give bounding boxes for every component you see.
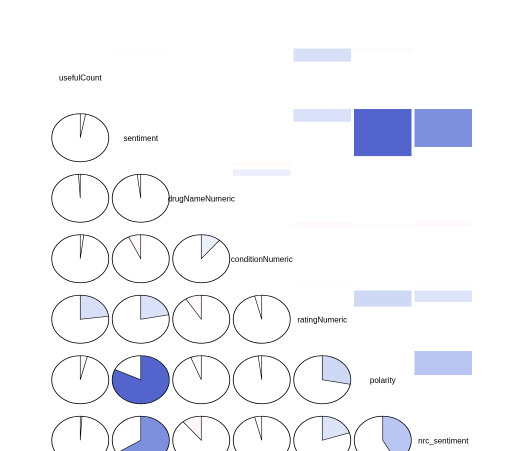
shade-drugNameNumeric-ratingNumeric (293, 221, 351, 227)
pie-wedge (382, 415, 412, 451)
shade-usefulCount-sentiment (112, 48, 170, 51)
pie-wedge (120, 415, 170, 451)
diagonal-label: ratingNumeric (297, 315, 347, 324)
shade-ratingNumeric-polarity (354, 290, 412, 307)
pie-wedge (136, 173, 142, 199)
pie-ratingNumeric-drugNameNumeric (172, 294, 231, 344)
pie-polarity-ratingNumeric (293, 355, 352, 405)
pie-conditionNumeric-sentiment (111, 234, 170, 284)
pie-polarity-usefulCount (51, 355, 110, 405)
shade-usefulCount-conditionNumeric (233, 48, 291, 50)
shade-conditionNumeric-polarity (354, 286, 412, 288)
diagonal-label: polarity (370, 376, 396, 385)
shade-sentiment-polarity (354, 109, 412, 157)
pie-wedge (321, 355, 352, 385)
diagonal-label: drugNameNumeric (168, 194, 235, 203)
pie-ratingNumeric-usefulCount (51, 294, 110, 344)
pie-wedge (79, 294, 109, 320)
pie-polarity-drugNameNumeric (172, 355, 231, 405)
diagonal-label: sentiment (123, 134, 158, 143)
pie-wedge (79, 113, 86, 138)
pie-wedge (111, 355, 170, 405)
shade-sentiment-drugNameNumeric (172, 165, 230, 167)
shade-usefulCount-polarity (354, 48, 412, 51)
pie-polarity-sentiment (111, 355, 170, 405)
shade-conditionNumeric-nrc_sentiment (414, 285, 472, 288)
pie-nrc_sentiment-sentiment (111, 415, 170, 451)
pie-nrc_sentiment-conditionNumeric (232, 415, 291, 451)
shade-ratingNumeric-nrc_sentiment (414, 290, 472, 302)
upper-panel-shades (112, 48, 472, 376)
diagonal-label: nrc_sentiment (418, 436, 469, 445)
pie-wedge (321, 415, 350, 441)
pie-nrc_sentiment-usefulCount (51, 415, 110, 451)
pie-sentiment-usefulCount (51, 113, 110, 163)
pie-wedge (128, 234, 142, 260)
shade-drugNameNumeric-nrc_sentiment (414, 220, 472, 227)
pie-drugNameNumeric-sentiment (111, 173, 170, 223)
shade-drugNameNumeric-conditionNumeric (233, 169, 291, 176)
shade-sentiment-ratingNumeric (293, 109, 351, 122)
pie-wedge (140, 294, 170, 320)
pie-wedge (200, 234, 220, 260)
pie-conditionNumeric-usefulCount (51, 234, 110, 284)
pie-wedge (78, 173, 81, 199)
pie-wedge (257, 355, 263, 380)
shade-polarity-nrc_sentiment (414, 351, 472, 376)
pie-drugNameNumeric-usefulCount (51, 173, 110, 223)
shade-sentiment-conditionNumeric (233, 162, 291, 167)
diagonal-labels: usefulCount sentiment drugNameNumeric condi… (59, 73, 469, 445)
lower-panel-pies (51, 113, 412, 451)
pie-wedge (79, 415, 83, 441)
pie-nrc_sentiment-drugNameNumeric (172, 415, 231, 451)
pie-wedge (79, 234, 85, 259)
pie-polarity-conditionNumeric (232, 355, 291, 405)
shade-drugNameNumeric-polarity (354, 223, 412, 227)
pie-wedge (254, 415, 263, 441)
pie-wedge (254, 294, 263, 320)
pie-ratingNumeric-sentiment (111, 294, 170, 344)
pie-wedge (79, 355, 88, 380)
shade-usefulCount-ratingNumeric (293, 48, 351, 62)
shade-conditionNumeric-ratingNumeric (293, 285, 351, 288)
pie-wedge (185, 294, 202, 321)
pie-conditionNumeric-drugNameNumeric (172, 234, 231, 284)
shade-sentiment-nrc_sentiment (414, 109, 472, 147)
pie-nrc_sentiment-ratingNumeric (293, 415, 352, 451)
shade-usefulCount-drugNameNumeric (172, 104, 230, 106)
shade-usefulCount-nrc_sentiment (414, 48, 472, 50)
pie-wedge (182, 415, 202, 441)
pie-wedge (190, 355, 202, 380)
pie-nrc_sentiment-polarity (353, 415, 412, 451)
diagonal-label: conditionNumeric (231, 255, 293, 264)
diagonal-label: usefulCount (59, 73, 102, 82)
pie-ratingNumeric-conditionNumeric (232, 294, 291, 344)
